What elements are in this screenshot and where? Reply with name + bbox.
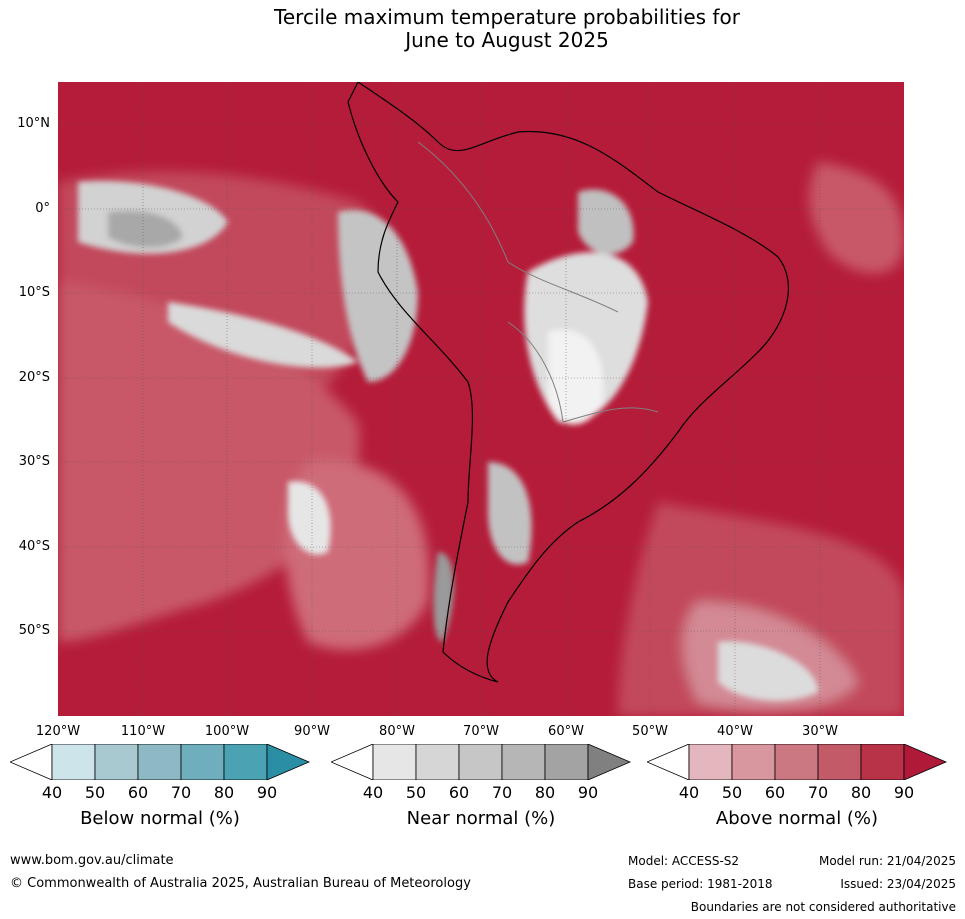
colorbar-tick: 70 — [170, 783, 192, 802]
colorbar-segment — [903, 744, 947, 780]
colorbar-tick: 40 — [41, 783, 63, 802]
lat-label: 20°S — [18, 370, 50, 385]
colorbar-segment — [180, 744, 225, 780]
colorbar-segment — [372, 744, 417, 780]
above-normal-colorbar — [647, 744, 947, 780]
colorbar-tick: 60 — [448, 783, 470, 802]
lon-label: 90°W — [294, 724, 330, 739]
map-title-line1: Tercile maximum temperature probabilitie… — [274, 5, 740, 29]
colorbar-segment — [266, 744, 310, 780]
colorbar-tick: 40 — [362, 783, 384, 802]
colorbar-tick: 90 — [893, 783, 915, 802]
footer-copyright: © Commonwealth of Australia 2025, Austra… — [10, 876, 471, 891]
colorbar-tick: 90 — [256, 783, 278, 802]
colorbar-segment — [587, 744, 631, 780]
colorbar-segment — [94, 744, 139, 780]
colorbar-segment — [137, 744, 182, 780]
colorbar-segment — [774, 744, 819, 780]
colorbar-segment — [688, 744, 733, 780]
map-title-line2: June to August 2025 — [405, 28, 609, 52]
lon-label: 60°W — [548, 724, 584, 739]
footer-base-period: Base period: 1981-2018 — [628, 877, 773, 891]
colorbar-tick: 80 — [534, 783, 556, 802]
footer-model-run: Model run: 21/04/2025 — [818, 854, 956, 868]
colorbar-segment — [51, 744, 96, 780]
colorbar-tick: 50 — [84, 783, 106, 802]
colorbar-tick: 60 — [127, 783, 149, 802]
colorbar-segment — [223, 744, 268, 780]
colorbar-tick: 70 — [807, 783, 829, 802]
footer-model: Model: ACCESS-S2 — [628, 854, 740, 868]
lon-label: 110°W — [120, 724, 166, 739]
below-normal-colorbar — [10, 744, 310, 780]
footer-url: www.bom.gov.au/climate — [10, 853, 174, 868]
footer-issued: Issued: 23/04/2025 — [840, 877, 956, 891]
below-normal-label: Below normal (%) — [80, 808, 240, 829]
lat-label: 10°N — [17, 116, 50, 131]
lat-label: 0° — [35, 201, 50, 216]
colorbar-tick: 50 — [721, 783, 743, 802]
lon-label: 30°W — [802, 724, 838, 739]
colorbar-tick: 60 — [764, 783, 786, 802]
colorbar-tick: 70 — [491, 783, 513, 802]
lon-label: 40°W — [717, 724, 753, 739]
lon-label: 50°W — [632, 724, 668, 739]
colorbar-tick: 90 — [577, 783, 599, 802]
colorbar-segment — [458, 744, 503, 780]
colorbar-segment — [647, 744, 690, 780]
lon-label: 100°W — [204, 724, 250, 739]
lat-label: 30°S — [18, 454, 50, 469]
colorbar-segment — [860, 744, 905, 780]
lat-label: 10°S — [18, 285, 50, 300]
near-normal-colorbar — [331, 744, 631, 780]
lon-label: 80°W — [379, 724, 415, 739]
lon-label: 120°W — [35, 724, 81, 739]
colorbar-segment — [415, 744, 460, 780]
lat-label: 50°S — [18, 623, 50, 638]
near-normal-label: Near normal (%) — [406, 808, 556, 829]
colorbar-segment — [10, 744, 53, 780]
above-normal-label: Above normal (%) — [715, 808, 879, 829]
footer-disclaimer: Boundaries are not considered authoritat… — [690, 900, 956, 914]
lat-label: 40°S — [18, 539, 50, 554]
colorbar-tick: 80 — [850, 783, 872, 802]
colorbar-segment — [731, 744, 776, 780]
colorbar-segment — [501, 744, 546, 780]
colorbar-segment — [817, 744, 862, 780]
colorbar-tick: 40 — [678, 783, 700, 802]
lon-label: 70°W — [463, 724, 499, 739]
colorbar-segment — [331, 744, 374, 780]
colorbar-tick: 50 — [405, 783, 427, 802]
probability-map — [58, 82, 904, 716]
colorbar-segment — [544, 744, 589, 780]
colorbar-tick: 80 — [213, 783, 235, 802]
